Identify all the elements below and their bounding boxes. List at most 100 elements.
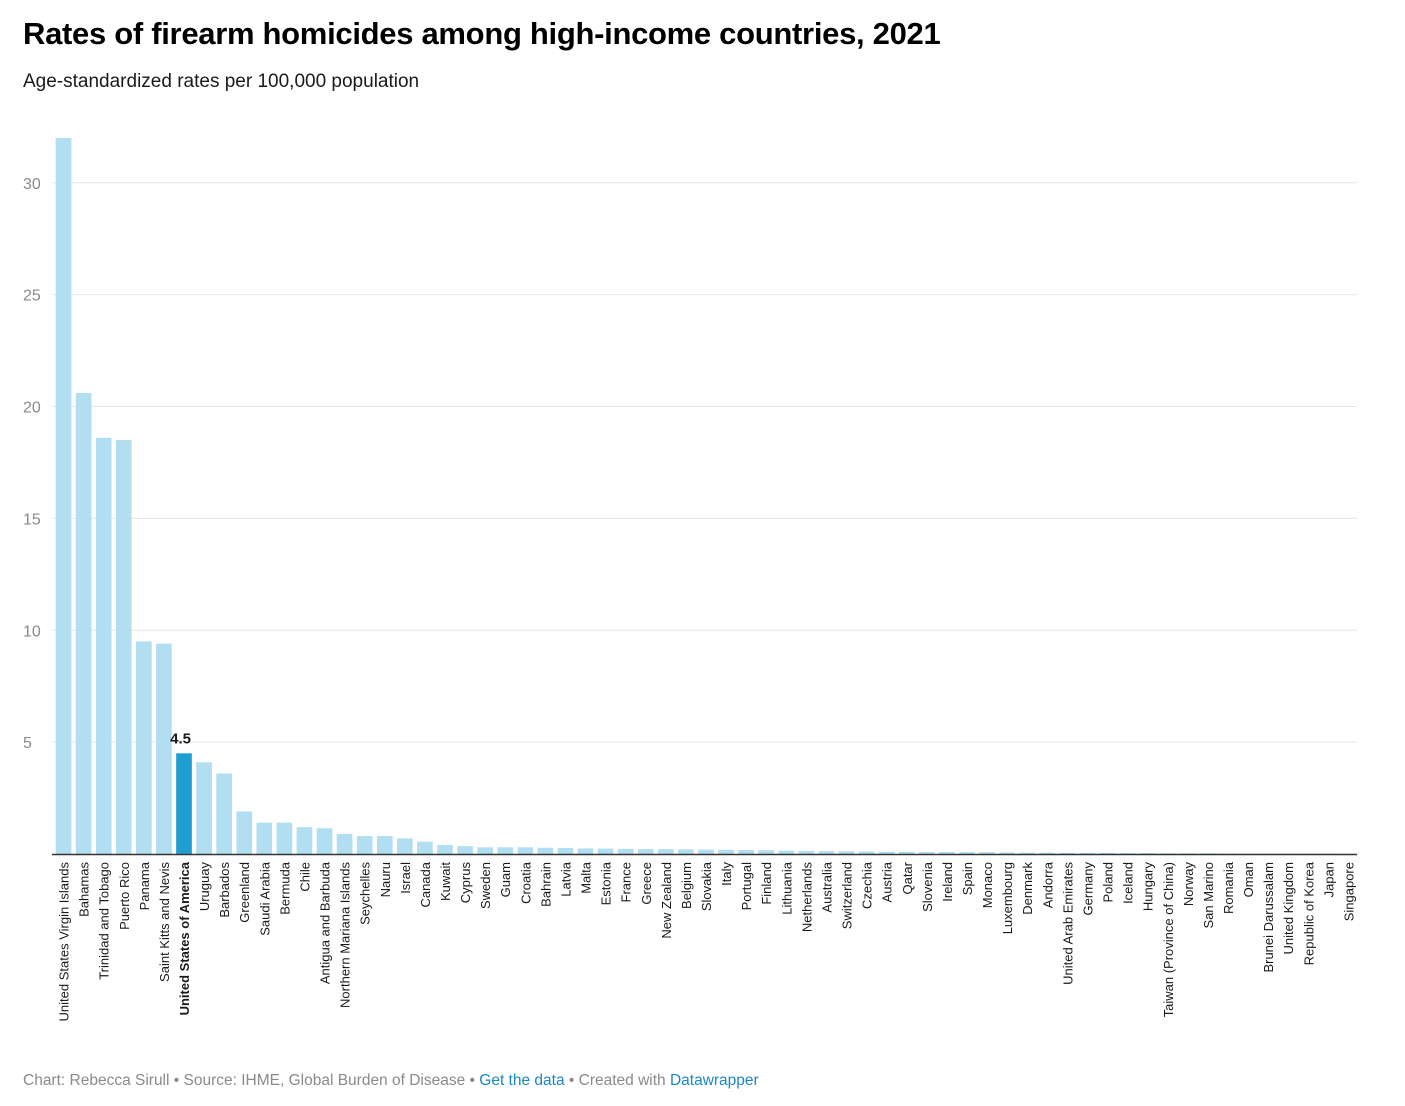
bar-cyprus[interactable]	[457, 846, 473, 854]
x-tick-label: Bahamas	[77, 862, 92, 917]
bar-chile[interactable]	[296, 827, 313, 854]
x-tick-label: Antigua and Barbuda	[318, 861, 333, 984]
bar-greece[interactable]	[637, 849, 654, 854]
bar-czechia[interactable]	[858, 851, 875, 854]
x-tick-label: Chile	[297, 862, 312, 892]
bar-denmark[interactable]	[1019, 852, 1036, 854]
footer-credit: Chart: Rebecca Sirull	[23, 1072, 170, 1089]
x-tick-label: Saudi Arabia	[257, 861, 272, 935]
bar-northern-mariana-islands[interactable]	[336, 833, 353, 854]
x-tick-label: Republic of Korea	[1301, 861, 1316, 965]
x-tick-labels: United States Virgin Islands Bahamas Trini…	[57, 861, 1357, 1021]
bar-slovenia[interactable]	[919, 851, 935, 854]
footer-separator: •	[564, 1072, 579, 1089]
bar-san-marino[interactable]	[1200, 853, 1216, 854]
bar-saudi-arabia[interactable]	[256, 822, 273, 854]
bar-malta[interactable]	[577, 848, 594, 854]
bar-germany[interactable]	[1079, 852, 1096, 854]
bar-luxembourg[interactable]	[999, 852, 1015, 854]
bar-seychelles[interactable]	[356, 836, 373, 854]
bar-uruguay[interactable]	[196, 762, 212, 854]
x-tick-label: Czechia	[860, 861, 875, 909]
x-tick-label: Bermuda	[277, 861, 292, 915]
bar-netherlands[interactable]	[798, 850, 815, 854]
bar-australia[interactable]	[818, 851, 835, 854]
bar-kuwait[interactable]	[437, 845, 453, 854]
x-tick-label: Brunei Darussalam	[1261, 862, 1276, 973]
bar-switzerland[interactable]	[838, 851, 855, 854]
bar-canada[interactable]	[417, 841, 433, 854]
bar-belgium[interactable]	[678, 849, 694, 854]
bar-hungary[interactable]	[1139, 853, 1156, 854]
bar-andorra[interactable]	[1039, 852, 1056, 854]
x-tick-label: Portugal	[739, 862, 754, 911]
x-tick-label: Italy	[719, 862, 734, 886]
footer: Chart: Rebecca Sirull • Source: IHME, Gl…	[23, 1072, 759, 1090]
bar-poland[interactable]	[1099, 852, 1116, 854]
bar-bahrain[interactable]	[537, 847, 554, 854]
x-tick-label: Greece	[639, 862, 654, 905]
bar-united-states-virgin-islands[interactable]	[55, 138, 72, 854]
bar-monaco[interactable]	[979, 852, 995, 854]
x-tick-label: Singapore	[1341, 862, 1356, 921]
x-tick-label: Switzerland	[840, 862, 855, 929]
x-tick-label: United States Virgin Islands	[57, 862, 72, 1022]
x-tick-label: Slovenia	[920, 861, 935, 912]
x-tick-label: Saint Kitts and Nevis	[157, 862, 172, 982]
x-tick-label: Latvia	[558, 861, 573, 896]
bar-nauru[interactable]	[376, 836, 393, 854]
bar-qatar[interactable]	[898, 851, 915, 854]
bar-latvia[interactable]	[557, 847, 574, 854]
bar-israel[interactable]	[397, 838, 413, 854]
get-the-data-link[interactable]: Get the data	[479, 1072, 565, 1089]
y-tick-label: 10	[23, 623, 41, 640]
bar-finland[interactable]	[758, 850, 775, 854]
bar-bahamas[interactable]	[75, 393, 92, 854]
bar-united-states-of-america[interactable]	[176, 753, 192, 854]
bar-saint-kitts-and-nevis[interactable]	[156, 643, 172, 854]
bar-new-zealand[interactable]	[658, 849, 674, 854]
bar-norway[interactable]	[1180, 853, 1196, 854]
x-tick-label: Australia	[819, 861, 834, 912]
bar-croatia[interactable]	[517, 847, 534, 854]
bar-greenland[interactable]	[236, 811, 253, 854]
x-tick-label: Austria	[880, 861, 895, 902]
x-tick-label: Ireland	[940, 862, 955, 902]
x-tick-label: Norway	[1181, 862, 1196, 907]
x-tick-label: Panama	[137, 861, 152, 910]
datawrapper-link[interactable]: Datawrapper	[669, 1072, 759, 1089]
x-tick-label: Taiwan (Province of China)	[1161, 862, 1176, 1017]
bar-barbados[interactable]	[216, 773, 232, 854]
bar-bermuda[interactable]	[276, 822, 293, 854]
bar-united-arab-emirates[interactable]	[1059, 852, 1076, 854]
bar-panama[interactable]	[136, 641, 152, 854]
x-tick-label: United States of America	[177, 861, 192, 1015]
bar-guam[interactable]	[497, 847, 514, 854]
x-tick-label: Romania	[1221, 861, 1236, 914]
y-tick-label: 20	[23, 400, 41, 417]
x-tick-label: Monaco	[980, 862, 995, 908]
bar-france[interactable]	[617, 848, 634, 854]
bar-puerto-rico[interactable]	[115, 440, 132, 854]
x-tick-label: Sweden	[478, 862, 493, 909]
bar-estonia[interactable]	[597, 848, 614, 854]
bar-trinidad-and-tobago[interactable]	[95, 437, 112, 854]
x-tick-label: New Zealand	[659, 862, 674, 939]
bar-ireland[interactable]	[939, 851, 955, 854]
data-label-usa: 4.5	[170, 730, 191, 747]
bar-slovakia[interactable]	[698, 849, 714, 854]
bar-antigua-and-barbuda[interactable]	[316, 828, 333, 854]
bar-taiwan-province-of-china-[interactable]	[1159, 853, 1176, 854]
bar-sweden[interactable]	[477, 847, 493, 854]
bar-lithuania[interactable]	[778, 850, 795, 854]
bar-portugal[interactable]	[738, 849, 754, 854]
bar-austria[interactable]	[878, 851, 895, 854]
x-tick-label: Canada	[418, 861, 433, 907]
bar-iceland[interactable]	[1119, 853, 1136, 854]
bar-italy[interactable]	[718, 849, 734, 854]
x-tick-label: San Marino	[1201, 862, 1216, 928]
bar-spain[interactable]	[959, 852, 975, 854]
bar-chart: 5 10 15 20 25 30 4.5 United States Virgin Isl…	[23, 138, 1357, 1021]
footer-source: Source: IHME, Global Burden of Disease	[183, 1072, 466, 1089]
x-tick-label: Barbados	[217, 862, 232, 918]
